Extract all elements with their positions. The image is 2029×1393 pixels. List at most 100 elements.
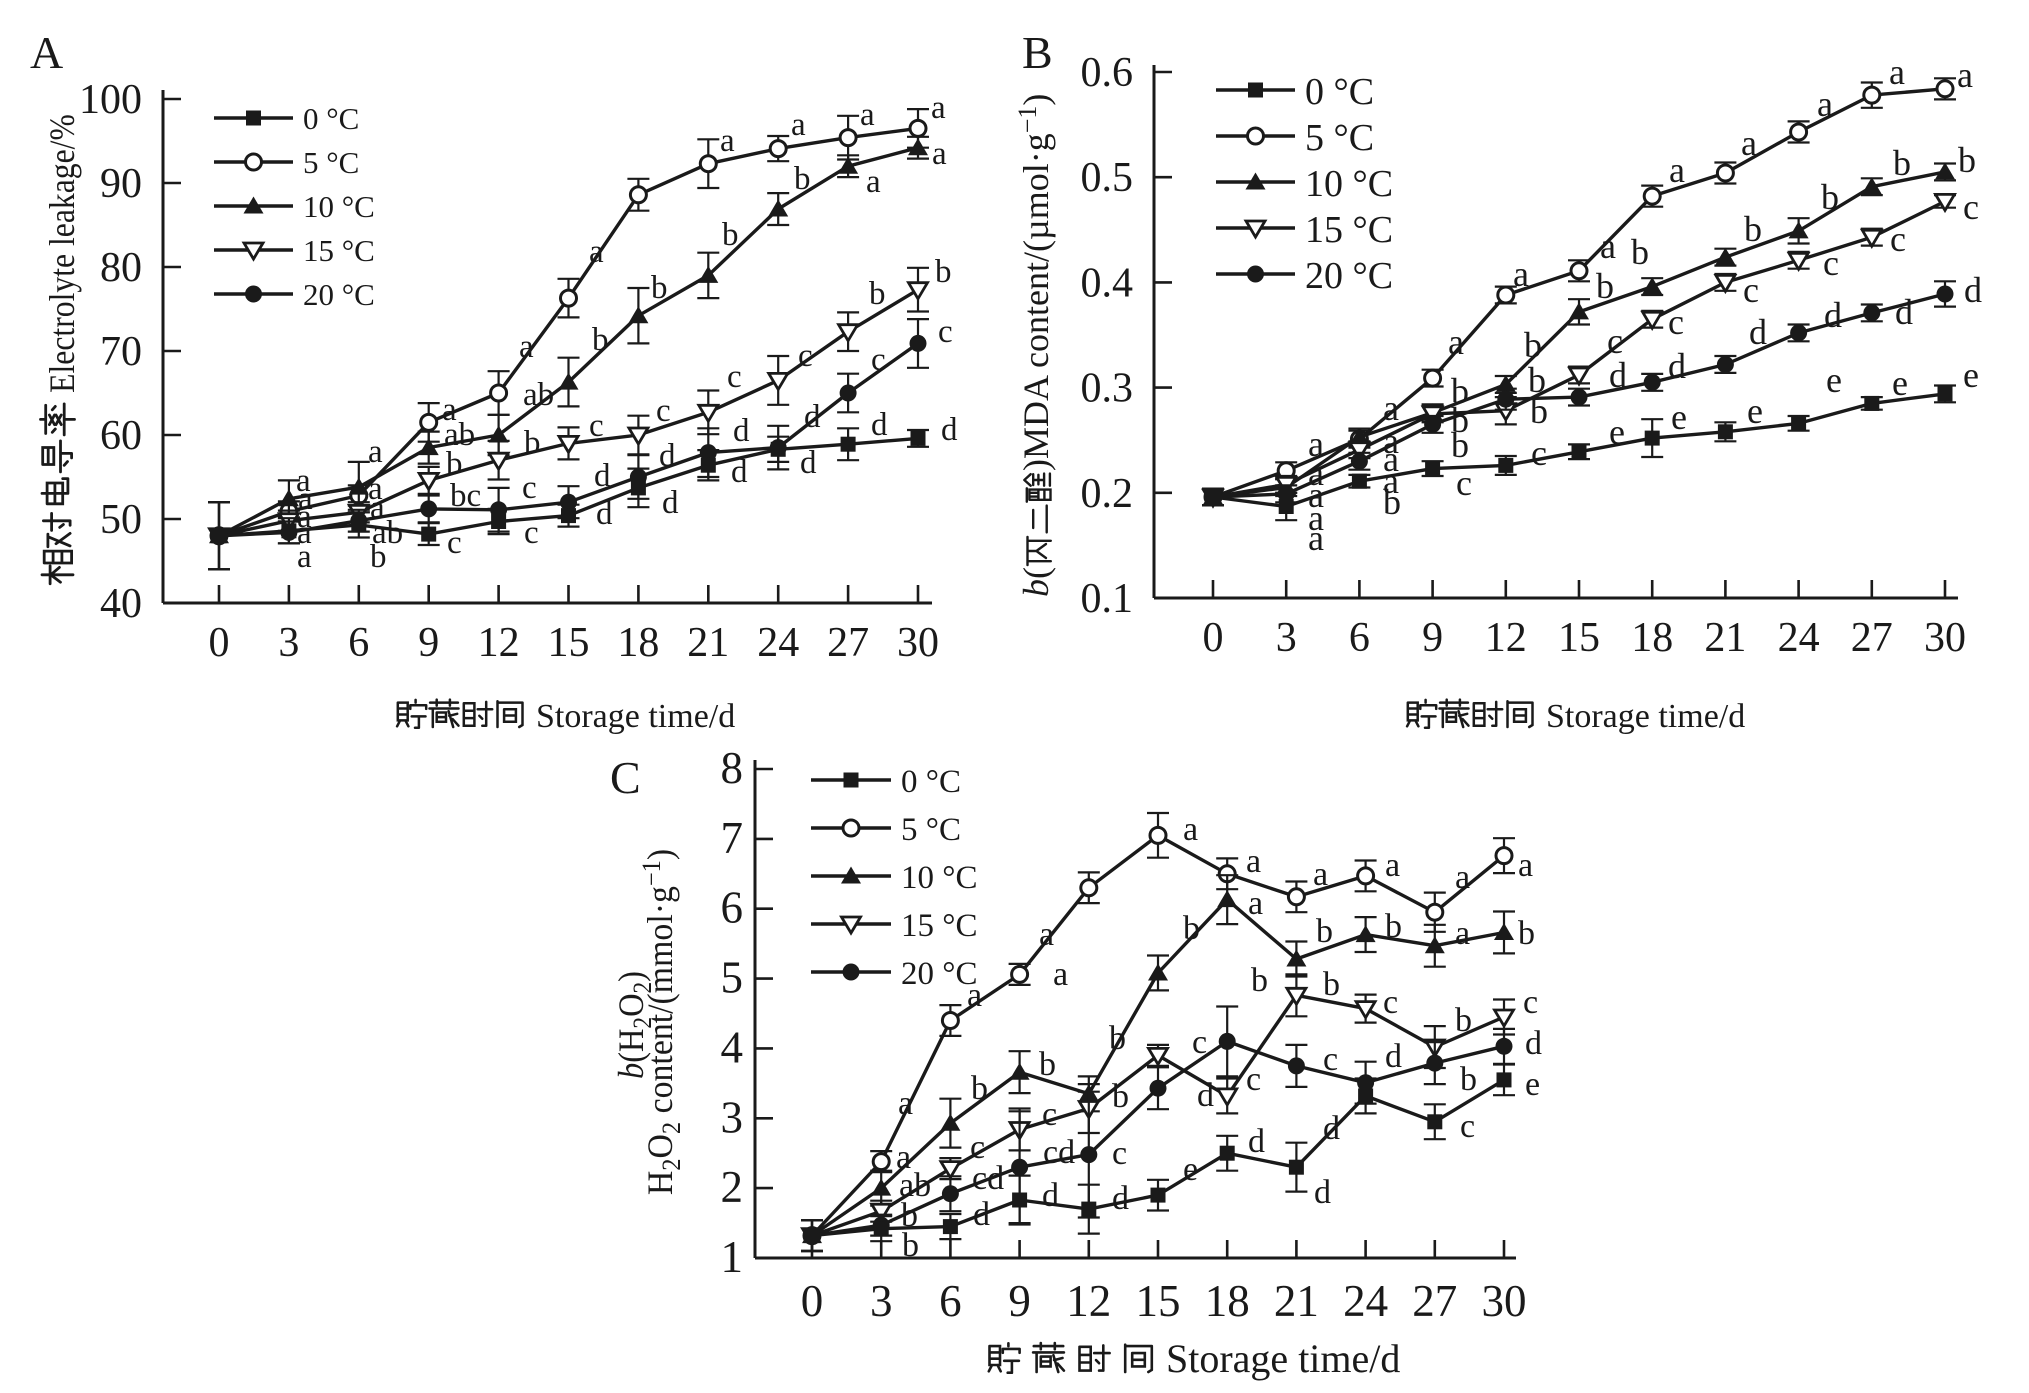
svg-text:30: 30 <box>897 620 939 666</box>
svg-text:c: c <box>1460 1108 1475 1145</box>
svg-text:d: d <box>1749 312 1767 352</box>
svg-text:b: b <box>1596 266 1614 306</box>
svg-text:b: b <box>1460 1061 1477 1098</box>
svg-text:b: b <box>1385 908 1402 945</box>
svg-text:a: a <box>1308 453 1324 493</box>
svg-text:6: 6 <box>721 883 744 933</box>
svg-text:d: d <box>596 496 613 532</box>
svg-text:b: b <box>1451 371 1469 411</box>
svg-text:d: d <box>731 454 748 490</box>
svg-text:a: a <box>368 434 383 470</box>
svg-text:)MDA content/(µmol·g−1): )MDA content/(µmol·g−1) <box>1013 94 1056 471</box>
svg-text:e: e <box>1892 363 1908 403</box>
svg-text:5 °C: 5 °C <box>901 812 961 848</box>
svg-text:c: c <box>1042 1096 1057 1133</box>
svg-text:20 °C: 20 °C <box>1305 255 1393 297</box>
svg-text:d: d <box>1525 1025 1542 1062</box>
svg-text:0.4: 0.4 <box>1081 260 1134 306</box>
svg-text:24: 24 <box>1343 1276 1388 1326</box>
svg-text:Storage time/d: Storage time/d <box>1546 698 1745 735</box>
svg-text:a: a <box>370 490 385 526</box>
svg-text:3: 3 <box>278 620 299 666</box>
svg-text:5 °C: 5 °C <box>303 145 359 180</box>
svg-text:c: c <box>522 470 537 506</box>
svg-text:a: a <box>1889 52 1905 92</box>
svg-text:b: b <box>1039 1046 1056 1083</box>
svg-text:b: b <box>1383 482 1401 522</box>
svg-text:0.6: 0.6 <box>1081 50 1134 96</box>
svg-text:c: c <box>1323 1041 1338 1078</box>
svg-text:b: b <box>1528 360 1546 400</box>
svg-text:100: 100 <box>79 77 142 123</box>
svg-text:c: c <box>1963 187 1979 227</box>
svg-text:d: d <box>1385 1038 1402 1075</box>
svg-text:0 °C: 0 °C <box>1305 71 1374 113</box>
svg-text:b: b <box>935 254 952 290</box>
svg-text:10 °C: 10 °C <box>901 860 977 896</box>
svg-text:e: e <box>1747 391 1763 431</box>
svg-text:ab: ab <box>444 417 475 453</box>
svg-text:15 °C: 15 °C <box>1305 209 1393 251</box>
svg-text:18: 18 <box>617 620 659 666</box>
svg-text:b: b <box>1518 915 1535 952</box>
svg-text:a: a <box>1383 439 1399 479</box>
svg-text:cd: cd <box>972 1160 1004 1197</box>
svg-text:C: C <box>610 752 641 803</box>
svg-text:a: a <box>1383 421 1399 461</box>
svg-text:a: a <box>898 1085 913 1122</box>
svg-text:5 °C: 5 °C <box>1305 117 1374 159</box>
svg-text:6: 6 <box>939 1276 962 1326</box>
svg-text:a: a <box>296 463 311 499</box>
svg-text:24: 24 <box>1778 615 1820 661</box>
svg-text:b: b <box>1451 425 1469 465</box>
svg-text:d: d <box>1609 355 1627 395</box>
svg-text:d: d <box>1248 1123 1265 1160</box>
svg-text:d: d <box>594 458 611 494</box>
svg-text:a: a <box>1741 123 1757 163</box>
svg-text:80: 80 <box>100 245 142 291</box>
svg-text:21: 21 <box>1274 1276 1319 1326</box>
svg-text:a: a <box>967 977 982 1014</box>
svg-text:a: a <box>1600 226 1616 266</box>
svg-text:c: c <box>1192 1024 1207 1061</box>
svg-text:ab: ab <box>523 377 554 413</box>
svg-text:b: b <box>1958 140 1976 180</box>
svg-text:a: a <box>866 164 881 200</box>
svg-text:0.2: 0.2 <box>1081 471 1134 517</box>
svg-text:b: b <box>1524 325 1542 365</box>
svg-text:0.3: 0.3 <box>1081 366 1134 412</box>
svg-text:d: d <box>1197 1077 1214 1114</box>
svg-text:a: a <box>1385 847 1400 884</box>
svg-text:15 °C: 15 °C <box>901 908 977 944</box>
svg-text:a: a <box>860 97 875 133</box>
svg-text:b: b <box>1631 232 1649 272</box>
svg-text:a: a <box>1518 847 1533 884</box>
svg-text:a: a <box>1248 885 1263 922</box>
svg-text:a: a <box>1455 915 1470 952</box>
svg-text:c: c <box>727 359 742 395</box>
svg-text:b: b <box>1455 1002 1472 1039</box>
svg-text:c: c <box>1890 219 1906 259</box>
svg-text:12: 12 <box>1066 1276 1111 1326</box>
svg-text:d: d <box>659 438 676 474</box>
svg-text:c: c <box>1743 270 1759 310</box>
svg-text:21: 21 <box>687 620 729 666</box>
svg-text:a: a <box>931 90 946 126</box>
svg-text:21: 21 <box>1704 615 1746 661</box>
svg-text:a: a <box>589 234 604 270</box>
svg-text:d: d <box>1668 346 1686 386</box>
svg-text:a: a <box>1308 518 1324 558</box>
svg-text:a: a <box>932 136 947 172</box>
svg-text:0 °C: 0 °C <box>303 101 359 136</box>
svg-text:b: b <box>370 539 387 575</box>
svg-text:b: b <box>651 270 668 306</box>
svg-text:a: a <box>1448 322 1464 362</box>
svg-text:d: d <box>733 413 750 449</box>
svg-text:27: 27 <box>1851 615 1893 661</box>
svg-text:d: d <box>1824 295 1842 335</box>
svg-text:18: 18 <box>1205 1276 1250 1326</box>
svg-text:c: c <box>1456 463 1472 503</box>
svg-text:c: c <box>1607 321 1623 361</box>
svg-text:4: 4 <box>721 1022 744 1072</box>
svg-text:a: a <box>1183 811 1198 848</box>
